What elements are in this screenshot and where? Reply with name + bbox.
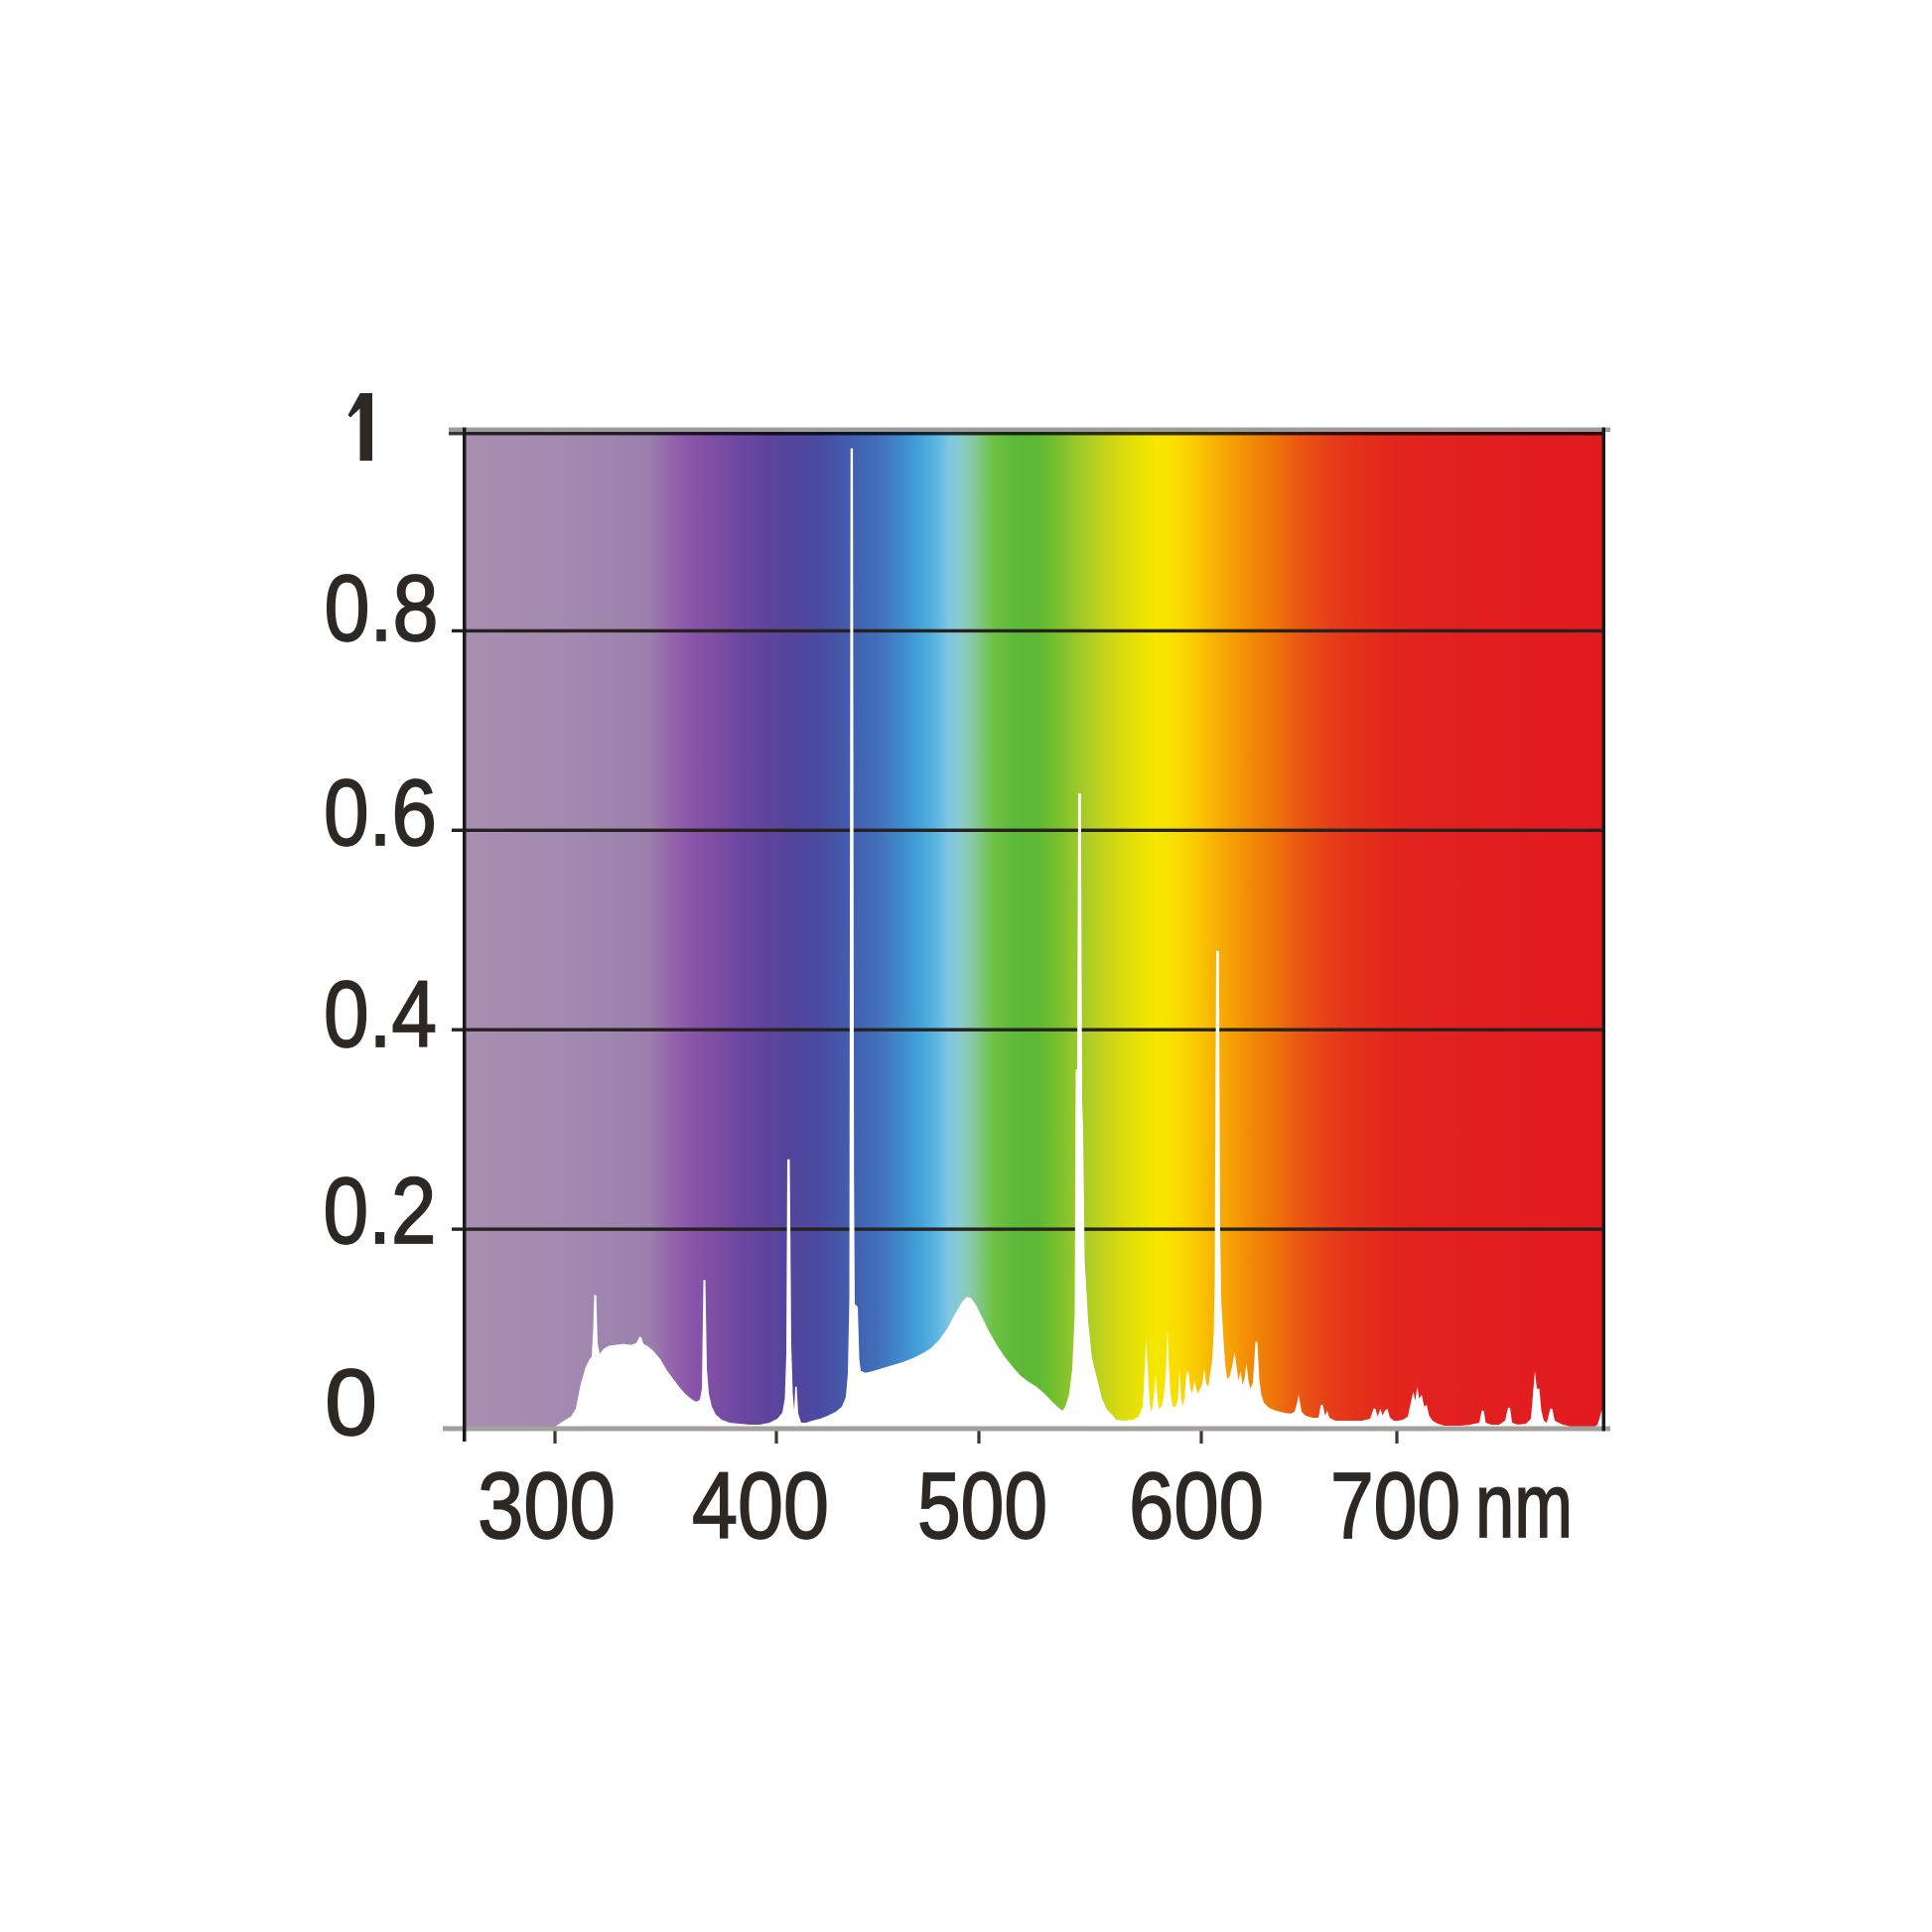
svg-text:0.8: 0.8 bbox=[325, 556, 439, 661]
svg-text:600: 600 bbox=[1129, 1453, 1264, 1559]
svg-text:400: 400 bbox=[692, 1453, 829, 1559]
svg-text:0.2: 0.2 bbox=[324, 1159, 437, 1264]
svg-text:0: 0 bbox=[325, 1350, 377, 1455]
svg-text:500: 500 bbox=[917, 1453, 1047, 1559]
svg-text:0.6: 0.6 bbox=[324, 760, 437, 866]
svg-text:300: 300 bbox=[478, 1453, 616, 1559]
svg-text:nm: nm bbox=[1475, 1455, 1573, 1557]
svg-text:0.4: 0.4 bbox=[324, 962, 437, 1067]
svg-text:700: 700 bbox=[1330, 1453, 1460, 1559]
